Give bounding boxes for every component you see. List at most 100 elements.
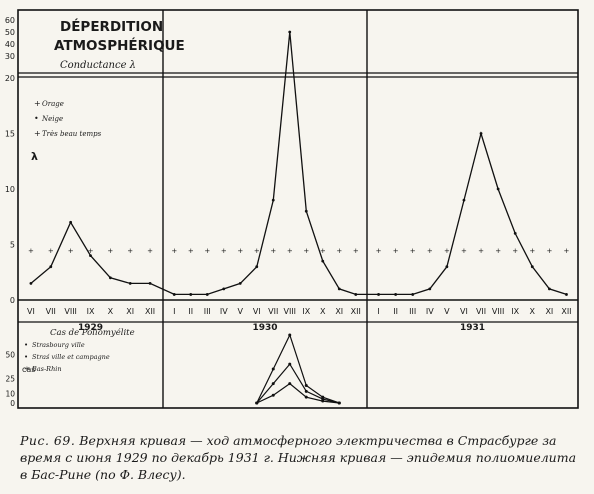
- month-label: XI: [126, 307, 134, 316]
- legend-lower-symbol: •: [24, 353, 28, 361]
- conductance-point: [565, 293, 568, 296]
- fair-weather-marker: +: [564, 247, 570, 255]
- month-label: VII: [476, 307, 486, 316]
- month-label: X: [320, 307, 326, 316]
- conductance-point: [89, 254, 92, 257]
- conductance-point: [547, 287, 551, 291]
- conductance-point: [337, 287, 341, 291]
- month-label: I: [173, 307, 175, 316]
- month-label: IV: [220, 307, 228, 316]
- month-label: VIII: [283, 307, 296, 316]
- polio-point: [288, 362, 292, 366]
- upper-tick-label: 0: [10, 296, 15, 305]
- fair-weather-marker: +: [336, 247, 342, 255]
- conductance-point: [496, 187, 500, 191]
- fair-weather-marker: +: [107, 247, 113, 255]
- fair-weather-marker: +: [28, 247, 34, 255]
- month-label: II: [188, 307, 193, 316]
- upper-tick-label: 40: [5, 40, 15, 49]
- lower-tick-label: 10: [5, 389, 15, 398]
- fair-weather-marker: +: [353, 247, 359, 255]
- polio-point: [304, 389, 308, 393]
- polio-point: [271, 367, 275, 371]
- polio-point: [304, 395, 308, 399]
- legend-upper-label: Très beau temps: [42, 130, 102, 138]
- month-label: V: [238, 307, 244, 316]
- polio-point: [271, 382, 275, 386]
- fair-weather-marker: +: [68, 247, 74, 255]
- month-label: XI: [335, 307, 343, 316]
- conductance-point: [271, 198, 275, 202]
- month-label: VI: [253, 307, 261, 316]
- upper-tick-label: 50: [5, 28, 15, 37]
- upper-tick-label: 30: [5, 52, 15, 61]
- month-label: I: [377, 307, 379, 316]
- figure-caption: Рис. 69. Верхняя кривая — ход атмосферно…: [20, 432, 580, 483]
- upper-tick-label: 10: [5, 185, 15, 194]
- conductance-point: [69, 220, 73, 224]
- conductance-point: [29, 281, 33, 285]
- conductance-point: [445, 265, 449, 269]
- month-label: XII: [561, 307, 571, 316]
- polio-point: [321, 395, 325, 399]
- month-label: XII: [145, 307, 155, 316]
- fair-weather-marker: +: [303, 247, 309, 255]
- polio-point: [337, 401, 341, 405]
- month-label: XII: [351, 307, 361, 316]
- month-label: IX: [302, 307, 310, 316]
- year-label: 1930: [252, 323, 277, 333]
- month-label: VIII: [64, 307, 77, 316]
- chart-title-line1: DÉPERDITION: [60, 18, 163, 35]
- fair-weather-marker: +: [376, 247, 382, 255]
- month-label: III: [204, 307, 211, 316]
- caption-text: Верхняя кривая — ход атмосферного электр…: [20, 433, 577, 482]
- fair-weather-marker: +: [254, 247, 260, 255]
- month-label: VI: [27, 307, 35, 316]
- fair-weather-marker: +: [188, 247, 194, 255]
- chart-title-line2: ATMOSPHÉRIQUE: [54, 37, 185, 54]
- conductance-point: [255, 265, 259, 269]
- figure: DÉPERDITION ATMOSPHÉRIQUE Conductance λ …: [5, 9, 579, 409]
- legend-upper-symbol: •: [34, 114, 39, 123]
- year-label: 1929: [78, 323, 103, 333]
- lower-chart-title: Cas de Poliomyélite: [50, 327, 135, 338]
- conductance-point: [222, 287, 226, 291]
- fair-weather-marker: +: [444, 247, 450, 255]
- month-label: III: [409, 307, 416, 316]
- conductance-point: [321, 259, 325, 263]
- fair-weather-marker: +: [320, 247, 326, 255]
- polio-line: [256, 363, 340, 404]
- lower-tick-label: 0: [10, 399, 15, 408]
- fair-weather-marker: +: [171, 247, 177, 255]
- upper-tick-label: 60: [5, 16, 15, 25]
- lower-legend: • Strasbourg ville • Straś ville et campag…: [24, 341, 110, 373]
- legend-lower-symbol: •: [24, 341, 28, 349]
- conductance-point: [394, 293, 398, 296]
- conductance-point: [304, 209, 308, 213]
- upper-tick-label: 20: [5, 74, 15, 83]
- conductance-point: [189, 293, 193, 296]
- conductance-point: [377, 293, 380, 296]
- legend-lower-label: Strasbourg ville: [32, 341, 85, 349]
- lower-tick-label: 25: [5, 375, 15, 384]
- chart-subtitle: Conductance λ: [60, 60, 136, 71]
- upper-tick-label: 5: [10, 241, 15, 250]
- fair-weather-marker: +: [529, 247, 535, 255]
- fair-weather-marker: +: [48, 247, 54, 255]
- conductance-series: + + + + + + + + + + + + + + + + + + + + + + + + + + + + + + +: [28, 30, 570, 296]
- polio-point: [304, 384, 308, 388]
- month-label: II: [393, 307, 398, 316]
- fair-weather-marker: +: [478, 247, 484, 255]
- upper-legend: + Orage• Neige+ Très beau temps: [34, 99, 102, 138]
- conductance-point: [148, 281, 152, 285]
- lower-tick-label: 50: [5, 350, 15, 359]
- caption-prefix: Рис. 69.: [20, 433, 76, 448]
- month-label: XI: [545, 307, 553, 316]
- upper-tick-label: 15: [5, 130, 15, 139]
- month-label: V: [444, 307, 450, 316]
- fair-weather-marker: +: [221, 247, 227, 255]
- polio-point: [288, 333, 292, 337]
- fair-weather-marker: +: [495, 247, 501, 255]
- polio-point: [271, 393, 275, 397]
- legend-lower-symbol: +: [24, 365, 30, 373]
